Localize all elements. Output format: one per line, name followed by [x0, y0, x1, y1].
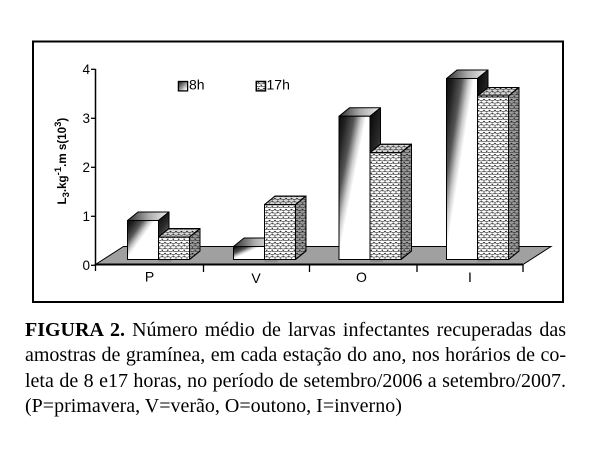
svg-text:2: 2 [82, 160, 90, 175]
svg-text:3: 3 [82, 111, 90, 126]
svg-text:4: 4 [82, 62, 90, 77]
svg-text:1: 1 [82, 209, 90, 224]
svg-text:L3.kg-1.m s(103): L3.kg-1.m s(103) [53, 118, 72, 205]
svg-text:0: 0 [82, 258, 90, 273]
svg-text:I: I [468, 269, 472, 285]
svg-text:8h: 8h [189, 77, 205, 93]
svg-text:V: V [251, 270, 261, 286]
svg-text:17h: 17h [267, 77, 290, 93]
svg-text:P: P [145, 269, 154, 285]
svg-text:O: O [356, 269, 367, 285]
